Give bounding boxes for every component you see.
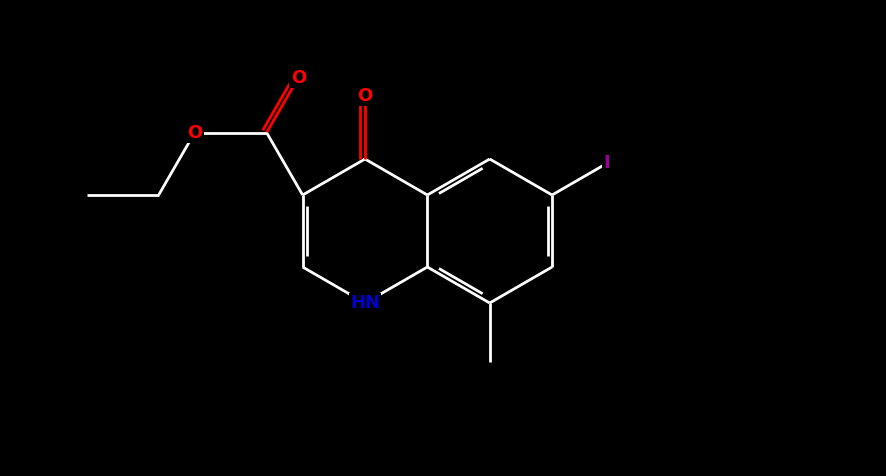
Text: O: O [357,87,372,105]
Text: O: O [187,124,202,142]
Text: I: I [603,154,610,172]
Text: HN: HN [350,294,379,312]
Text: O: O [291,69,306,87]
